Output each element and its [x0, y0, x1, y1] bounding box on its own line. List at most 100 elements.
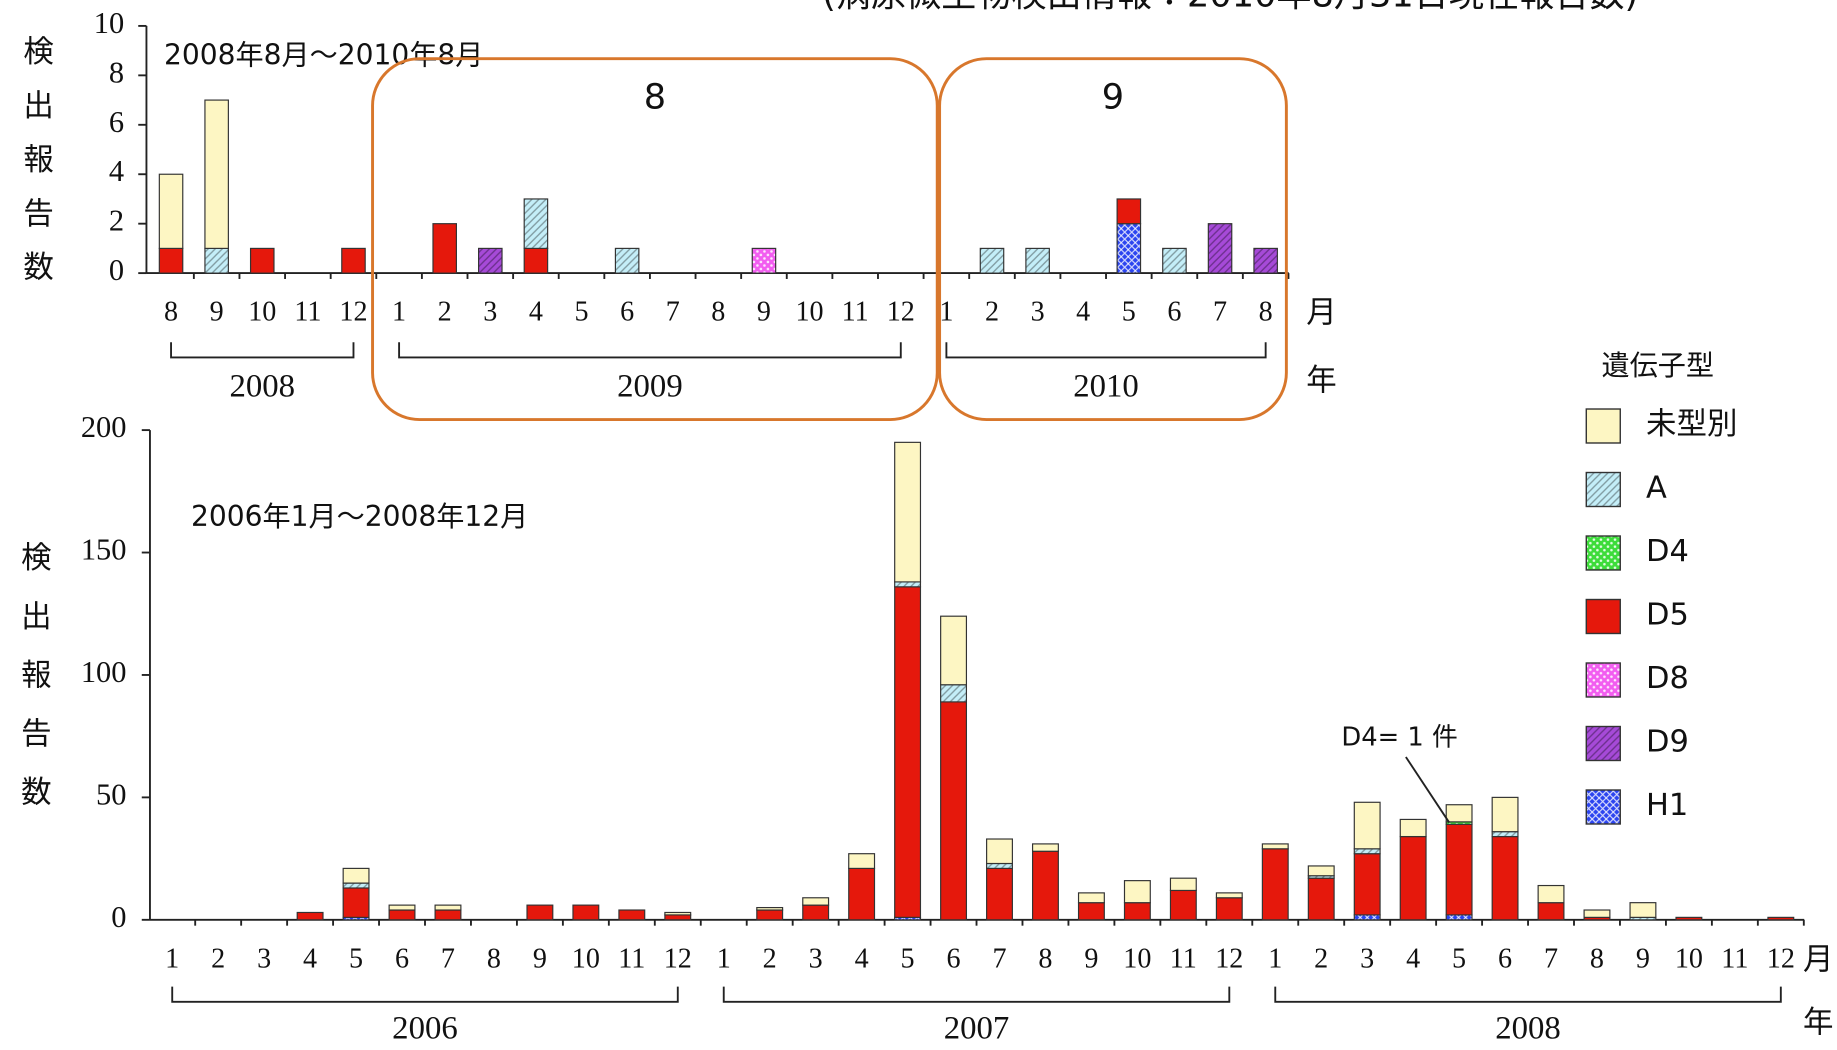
bar-segment	[940, 701, 968, 921]
x-tick-label: 11	[842, 297, 869, 328]
bar-segment	[986, 862, 1013, 869]
bar-segment	[1123, 902, 1151, 921]
bar-segment	[1307, 865, 1335, 877]
year-label: 2010	[1073, 369, 1139, 405]
bar-segment	[296, 911, 324, 921]
bar-segment	[1031, 843, 1059, 852]
x-tick-label: 9	[757, 297, 771, 328]
x-tick-label: 7	[666, 297, 680, 328]
year-bracket	[722, 986, 1231, 1003]
x-tick-label: 9	[210, 297, 224, 328]
legend-swatch	[1585, 598, 1621, 635]
bar-segment	[614, 247, 640, 274]
x-tick-label: 12	[887, 297, 915, 328]
bar-segment	[158, 173, 184, 249]
x-tick-label: 5	[574, 297, 588, 328]
box-count: 8	[644, 77, 666, 118]
bar-segment	[1491, 796, 1519, 833]
bar-segment	[342, 882, 370, 889]
bar-segment	[1445, 823, 1473, 916]
year-bracket	[945, 342, 1267, 359]
x-tick-label: 9	[533, 943, 547, 974]
y-axis-label: 検出報告数	[18, 35, 54, 305]
legend-swatch	[1585, 408, 1621, 444]
legend-swatch	[1585, 471, 1621, 508]
bar-segment	[1215, 897, 1243, 921]
bar-segment	[204, 99, 229, 249]
highlight-box	[371, 57, 939, 422]
bar-segment	[523, 247, 549, 274]
x-tick-label: 2	[438, 297, 452, 328]
x-tick-label: 2	[985, 297, 999, 328]
year-bracket	[1274, 986, 1782, 1003]
x-unit: 月	[1803, 942, 1833, 977]
bar-segment	[1077, 892, 1105, 904]
bar-segment	[664, 911, 692, 916]
bar-segment	[1353, 914, 1381, 921]
legend-label: D8	[1646, 661, 1689, 696]
x-tick-label: 4	[1406, 943, 1420, 974]
bar-segment	[664, 914, 692, 921]
x-tick-label: 12	[1215, 943, 1243, 974]
year-bracket	[398, 342, 902, 359]
bar-segment	[894, 586, 922, 918]
y-tick-label: 50	[96, 777, 126, 811]
bar-segment	[1767, 916, 1795, 921]
bar-segment	[1445, 804, 1473, 823]
bar-segment	[1253, 247, 1278, 274]
x-tick-label: 1	[1268, 943, 1282, 974]
bar-segment	[1353, 801, 1381, 850]
bar-segment	[894, 581, 922, 588]
x-tick-label: 3	[1360, 943, 1374, 974]
x-tick-label: 10	[796, 297, 824, 328]
bar-segment	[986, 838, 1013, 865]
box-count: 9	[1102, 77, 1124, 118]
x-tick-label: 1	[392, 297, 406, 328]
legend-label: D5	[1646, 597, 1689, 632]
x-unit: 月	[1306, 296, 1336, 331]
x-tick-label: 3	[483, 297, 497, 328]
bar-segment	[1116, 198, 1142, 225]
bar-segment	[1123, 880, 1151, 904]
year-bracket	[170, 342, 355, 359]
chart-subtitle: 2008年8月〜2010年8月	[164, 38, 483, 71]
x-tick-label: 3	[1031, 297, 1045, 328]
x-tick-label: 10	[572, 943, 600, 974]
x-tick-label: 4	[1076, 297, 1090, 328]
annotation: D4= 1 件	[1341, 723, 1457, 753]
x-tick-label: 7	[1213, 297, 1227, 328]
bar-segment	[1207, 223, 1233, 274]
bar-segment	[1537, 884, 1565, 904]
legend-label: D9	[1646, 724, 1689, 759]
bar-segment	[979, 247, 1005, 274]
chart-subtitle: 2006年1月〜2008年12月	[191, 500, 528, 533]
bar-segment	[1629, 902, 1657, 918]
y-tick-label: 150	[81, 533, 127, 567]
bar-segment	[1169, 877, 1197, 892]
year-bracket	[171, 986, 679, 1003]
bar-segment	[478, 247, 503, 274]
bar-segment	[751, 247, 777, 274]
x-tick-label: 4	[303, 943, 317, 974]
x-tick-label: 7	[441, 943, 455, 974]
bar-segment	[342, 887, 370, 918]
bar-segment	[802, 904, 830, 921]
bar-segment	[986, 867, 1013, 921]
x-tick-label: 12	[664, 943, 692, 974]
bar-segment	[1077, 902, 1105, 921]
bar-segment	[848, 867, 876, 921]
x-tick-label: 10	[1675, 943, 1703, 974]
bar-segment	[249, 247, 275, 274]
bar-segment	[1116, 223, 1142, 274]
bar-segment	[341, 247, 366, 274]
legend-label: 未型別	[1646, 407, 1737, 442]
x-tick-label: 8	[711, 297, 725, 328]
bar-segment	[1261, 848, 1289, 921]
x-tick-label: 1	[717, 943, 731, 974]
x-tick-label: 2	[211, 943, 225, 974]
x-tick-label: 7	[1544, 943, 1558, 974]
x-tick-label: 8	[1590, 943, 1604, 974]
